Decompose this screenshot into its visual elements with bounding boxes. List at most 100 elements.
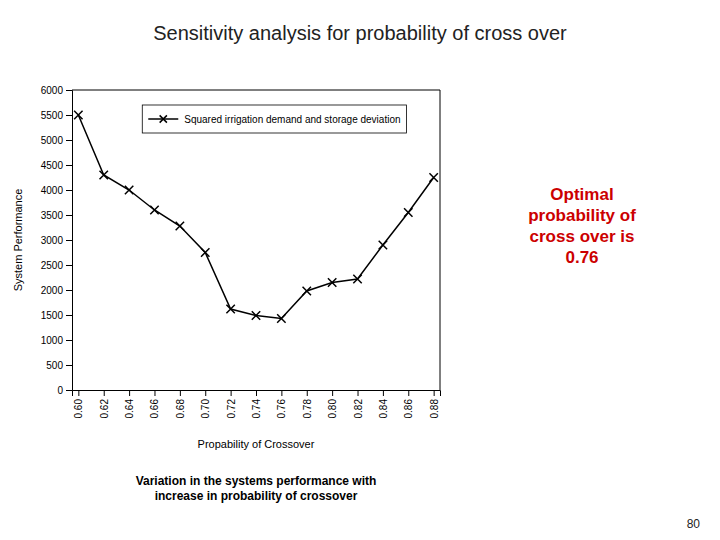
y-tick: 5000 xyxy=(41,135,72,146)
y-tick-mark xyxy=(66,365,72,366)
y-tick: 0 xyxy=(57,385,72,396)
x-tick-mark xyxy=(307,390,308,396)
y-tick-label: 1500 xyxy=(41,310,64,321)
point-marker xyxy=(201,248,209,256)
x-tick: 0.84 xyxy=(378,390,389,418)
y-tick-mark xyxy=(66,390,72,391)
legend-item: Squared irrigation demand and storage de… xyxy=(148,114,400,125)
y-tick-label: 4500 xyxy=(41,160,64,171)
x-tick-label: 0.78 xyxy=(302,399,313,419)
x-axis-line xyxy=(73,391,441,397)
x-tick-label: 0.66 xyxy=(149,399,160,419)
y-tick: 4500 xyxy=(41,160,72,171)
x-tick-mark xyxy=(383,390,384,396)
x-tick-label: 0.62 xyxy=(99,399,110,419)
y-tick-mark xyxy=(66,315,72,316)
x-tick-mark xyxy=(281,390,282,396)
x-tick: 0.66 xyxy=(149,390,160,418)
point-marker xyxy=(252,311,260,319)
x-tick: 0.76 xyxy=(276,390,287,418)
x-tick-mark xyxy=(205,390,206,396)
chart: Sensitivity analysis for probability of … xyxy=(0,0,720,540)
x-tick-mark xyxy=(231,390,232,396)
x-tick-label: 0.82 xyxy=(353,399,364,419)
x-tick-mark xyxy=(129,390,130,396)
point-marker xyxy=(150,206,158,214)
x-tick-label: 0.70 xyxy=(200,399,211,419)
plot-frame xyxy=(72,90,440,91)
point-marker xyxy=(277,314,285,322)
y-tick-label: 0 xyxy=(57,385,63,396)
plot-area xyxy=(74,111,438,323)
x-tick-mark xyxy=(154,390,155,396)
point-marker xyxy=(328,278,336,286)
y-tick: 3000 xyxy=(41,235,72,246)
x-tick: 0.80 xyxy=(327,390,338,418)
y-tick-mark xyxy=(66,340,72,341)
point-marker xyxy=(379,241,387,249)
y-tick: 1000 xyxy=(41,335,72,346)
y-tick: 1500 xyxy=(41,310,72,321)
y-tick-mark xyxy=(66,90,72,91)
x-axis: 0.600.620.640.660.680.700.720.740.760.78… xyxy=(73,390,441,418)
x-tick: 0.68 xyxy=(175,390,186,418)
y-tick-mark xyxy=(66,165,72,166)
text-line: increase in probability of crossover xyxy=(155,489,358,503)
y-tick-mark xyxy=(66,190,72,191)
x-tick-mark xyxy=(104,390,105,396)
y-tick-label: 1000 xyxy=(41,335,64,346)
y-tick-mark xyxy=(66,265,72,266)
x-tick-mark xyxy=(408,390,409,396)
series-line xyxy=(78,115,433,319)
x-tick-mark xyxy=(78,390,79,396)
point-marker xyxy=(429,173,437,181)
point-marker xyxy=(303,287,311,295)
x-tick-label: 0.84 xyxy=(378,399,389,419)
x-tick: 0.70 xyxy=(200,390,211,418)
x-tick: 0.78 xyxy=(302,390,313,418)
y-tick-label: 3000 xyxy=(41,235,64,246)
point-marker xyxy=(74,111,82,119)
point-marker xyxy=(100,171,108,179)
plot-frame xyxy=(440,90,441,390)
y-axis: 0 500 1000 1500 2000 2500 3000 3500 4000 4500 5000… xyxy=(41,85,73,396)
y-tick-label: 2000 xyxy=(41,285,64,296)
x-tick: 0.82 xyxy=(353,390,364,418)
text-line: probability of xyxy=(528,206,636,225)
annotation: 80 xyxy=(687,517,701,531)
legend: Squared irrigation demand and storage de… xyxy=(142,105,406,133)
x-tick-label: 0.74 xyxy=(251,399,262,419)
point-marker xyxy=(404,208,412,216)
x-axis-title: Propability of Crossover xyxy=(198,438,315,450)
y-tick-label: 5000 xyxy=(41,135,64,146)
text-line: cross over is xyxy=(530,227,635,246)
subtitle: Variation in the systems performance wit… xyxy=(136,474,377,503)
y-tick-label: 4000 xyxy=(41,185,64,196)
y-tick: 6000 xyxy=(41,85,72,96)
y-tick: 3500 xyxy=(41,210,72,221)
y-axis-title: System Performance xyxy=(12,189,24,292)
x-tick-label: 0.64 xyxy=(124,399,135,419)
legend-label: Squared irrigation demand and storage de… xyxy=(184,114,400,125)
y-tick-label: 500 xyxy=(46,360,63,371)
y-axis-line xyxy=(66,91,73,391)
y-tick: 4000 xyxy=(41,185,72,196)
legend-frame xyxy=(142,105,406,133)
legend-marker xyxy=(160,115,167,122)
y-tick: 2500 xyxy=(41,260,72,271)
x-tick: 0.64 xyxy=(124,390,135,418)
x-tick-mark xyxy=(434,390,435,396)
text-line: Variation in the systems performance wit… xyxy=(136,474,377,488)
y-tick-label: 5500 xyxy=(41,110,64,121)
x-tick-label: 0.72 xyxy=(226,399,237,419)
y-tick-mark xyxy=(66,240,72,241)
x-tick: 0.72 xyxy=(226,390,237,418)
x-tick: 0.88 xyxy=(429,390,440,418)
x-tick-mark xyxy=(256,390,257,396)
point-marker xyxy=(176,222,184,230)
y-tick-label: 2500 xyxy=(41,260,64,271)
y-tick: 5500 xyxy=(41,110,72,121)
point-marker xyxy=(125,186,133,194)
point-marker xyxy=(226,305,234,313)
text-line: 80 xyxy=(687,517,701,531)
